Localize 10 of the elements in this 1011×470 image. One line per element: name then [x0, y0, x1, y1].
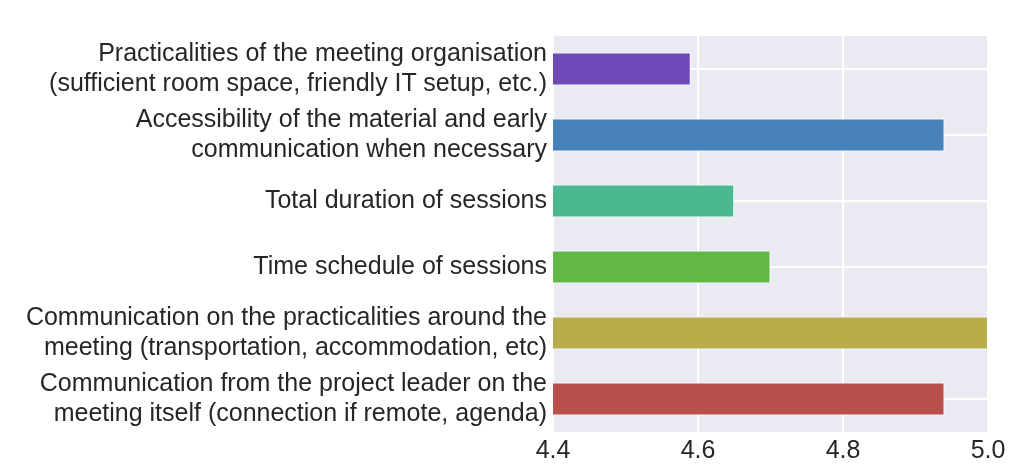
y-tick-label: Time schedule of sessions — [253, 250, 547, 279]
y-tick-label: Accessibility of the material and early communication when necessary — [135, 103, 548, 162]
y-tick-label: Communication on the practicalities around the meeting (transportation, accommodation, etc) — [25, 301, 547, 360]
x-tick-label: 4.4 — [535, 434, 571, 463]
x-tick-label: 4.8 — [825, 434, 861, 463]
y-tick-label: Communication from the project leader on the meeting itself (connection if remote, agenda) — [39, 367, 547, 426]
y-tick-label: Practicalities of the meeting organisation (sufficient room space, friendly IT setup, etc.) — [49, 37, 547, 96]
y-tick-label: Total duration of sessions — [264, 184, 547, 213]
x-tick-label: 5.0 — [970, 434, 1006, 463]
x-tick-label: 4.6 — [680, 434, 716, 463]
